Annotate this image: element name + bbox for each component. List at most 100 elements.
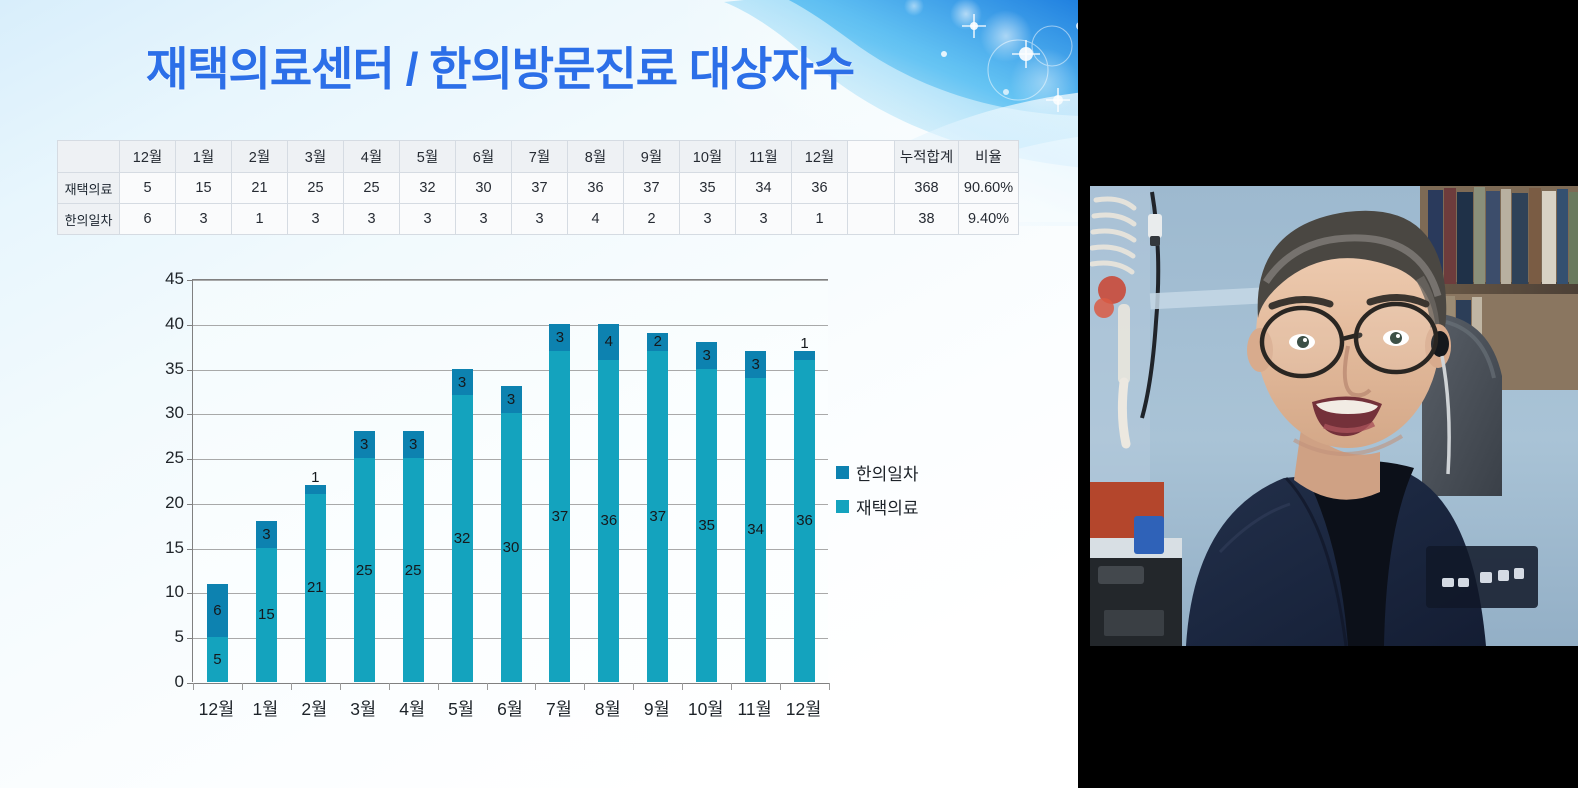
- bar-group: 25 3: [402, 431, 424, 682]
- gridline: [193, 280, 828, 281]
- table-cell: 37: [623, 172, 680, 204]
- x-axis-tick-mark: [829, 683, 830, 690]
- table-cell: 3: [399, 203, 456, 235]
- bar-value-label: 25: [404, 561, 422, 579]
- x-axis-tick-mark: [241, 683, 243, 690]
- y-axis-tick-mark: [187, 638, 193, 640]
- table-cell: 36: [567, 172, 624, 204]
- table-total-cell: 368: [894, 172, 959, 204]
- x-axis-tick-label: 10월: [687, 699, 724, 719]
- bar-group: 35 3: [696, 341, 718, 682]
- table-cell: 35: [679, 172, 736, 204]
- bar-segment-base: 36: [598, 359, 620, 682]
- webcam-video-feed[interactable]: [1090, 186, 1578, 646]
- bar-value-label: 36: [796, 512, 813, 530]
- x-axis-tick-label: 6월: [497, 699, 523, 719]
- bar-group: 34 3: [745, 350, 767, 682]
- y-axis-tick-label: 0: [174, 672, 184, 691]
- gridline: [193, 324, 828, 326]
- page-title: 재택의료센터 / 한의방문진료 대상자수: [145, 43, 855, 95]
- x-axis-tick-mark: [290, 683, 292, 690]
- bar-group: 36 4: [598, 323, 620, 682]
- table-cell: 6: [119, 203, 176, 235]
- bar-segment-base: 25: [353, 458, 375, 682]
- bar-value-label: 32: [453, 530, 471, 548]
- bar-segment-top: 3: [402, 431, 424, 459]
- y-axis-tick-mark: [187, 503, 193, 505]
- x-axis-tick-label: 3월: [350, 699, 377, 719]
- bar-segment-base: 30: [500, 413, 522, 682]
- x-axis-tick-mark: [780, 683, 782, 690]
- bar-segment-top: 3: [696, 341, 718, 369]
- bar-segment-top: 2: [647, 332, 669, 351]
- table-cell: 4: [567, 203, 624, 235]
- bar-segment-top: 3: [255, 520, 277, 548]
- table-cell: 36: [791, 172, 848, 204]
- bar-value-label: 2: [653, 333, 662, 351]
- y-axis-tick-label: 20: [165, 492, 184, 512]
- table-row-label: 재택의료: [57, 172, 120, 204]
- y-axis-tick-label: 5: [174, 627, 184, 647]
- y-axis-tick-label: 10: [165, 582, 184, 602]
- x-axis-tick-mark: [193, 683, 194, 690]
- bar-segment-top: 3: [549, 323, 571, 351]
- bar-segment-top: 6: [206, 583, 228, 638]
- video-panel[interactable]: [1078, 0, 1578, 788]
- bar-value-label: 3: [408, 436, 418, 454]
- x-axis-tick-mark: [388, 683, 390, 690]
- bar-value-label: 25: [355, 561, 373, 579]
- table-cell: 3: [343, 203, 400, 235]
- bar-segment-top: 4: [598, 323, 620, 360]
- table-col-header: 6월: [455, 140, 512, 173]
- table-col-header: 7월: [511, 140, 568, 173]
- table-cell: 1: [791, 203, 848, 235]
- table-cell: 37: [511, 172, 568, 204]
- table-cell: 34: [735, 172, 792, 204]
- bar-segment-top: 3: [451, 368, 473, 396]
- y-axis-tick-label: 25: [165, 448, 184, 468]
- y-axis-tick-mark: [187, 683, 193, 684]
- table-cell: 15: [175, 172, 232, 204]
- bar-segment-base: 37: [647, 350, 669, 682]
- x-axis-tick-label: 2월: [301, 699, 328, 719]
- bar-value-label: 30: [502, 539, 520, 557]
- x-axis-tick-mark: [486, 683, 488, 690]
- x-axis-tick-mark: [731, 683, 733, 690]
- bar-value-label: 3: [555, 328, 565, 346]
- y-axis-tick-mark: [187, 593, 193, 595]
- table-col-header: 11월: [735, 140, 792, 173]
- table-col-header: 12월: [791, 140, 848, 173]
- x-axis-tick-label: 8월: [594, 699, 621, 719]
- bar-segment-base: 21: [304, 493, 326, 682]
- bar-value-label: 37: [551, 507, 569, 525]
- legend-item: 재택의료: [836, 494, 919, 519]
- legend-swatch-icon: [836, 500, 849, 513]
- table-cell: 2: [623, 203, 680, 235]
- table-col-header: 8월: [567, 140, 624, 173]
- table-col-header: 1월: [175, 140, 232, 173]
- table-ratio-cell: 9.40%: [958, 203, 1019, 235]
- bar-value-label: 3: [262, 525, 271, 543]
- table-cell: 25: [287, 172, 344, 204]
- table-cell: 1: [231, 203, 288, 235]
- legend-item: 한의일차: [836, 460, 919, 485]
- bar-segment-top: 1: [794, 336, 816, 360]
- table-col-header: 2월: [231, 140, 288, 173]
- table-cell: 3: [455, 203, 512, 235]
- bar-value-label: 3: [506, 391, 516, 409]
- bar-segment-base: 25: [402, 458, 424, 682]
- y-axis-tick-label: 35: [165, 358, 184, 378]
- bar-group: 30 3: [500, 386, 522, 682]
- bar-segment-top: 3: [500, 386, 522, 414]
- bar-group: 21 1: [304, 470, 326, 682]
- table-col-header: 12월: [119, 140, 176, 173]
- bar-segment-base: 32: [451, 395, 473, 682]
- x-axis-tick-mark: [682, 683, 684, 690]
- table-corner-cell: [57, 140, 120, 173]
- bar-value-label: 1: [311, 468, 320, 486]
- bar-segment-base: 35: [696, 368, 718, 682]
- bar-segment-base: 34: [745, 377, 767, 682]
- bar-value-label: 35: [698, 516, 716, 534]
- table-total-cell: 38: [894, 203, 959, 235]
